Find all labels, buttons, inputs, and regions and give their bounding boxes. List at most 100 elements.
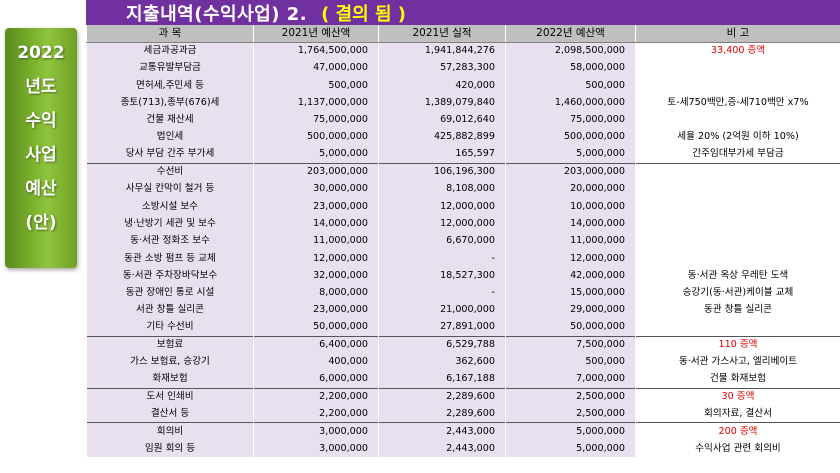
cell-item: 소방시설 보수 bbox=[86, 197, 254, 216]
cell-note: 회의자료, 결산서 bbox=[635, 405, 840, 423]
cell-budget-2021: 500,000,000 bbox=[253, 128, 379, 147]
cell-budget-2022: 5,000,000 bbox=[505, 146, 636, 164]
table-row: 세금과공과금 1,764,500,000 1,941,844,276 2,098,50… bbox=[86, 42, 840, 60]
table-row: 회의비 3,000,000 2,443,000 5,000,000 200 증액 bbox=[86, 422, 840, 441]
cell-item: 보험료 bbox=[86, 335, 254, 354]
side-label-line: (안) bbox=[25, 213, 57, 233]
cell-note: 동관 창틀 실리콘 bbox=[635, 301, 840, 320]
table-row: 동관 소방 펌프 등 교체 12,000,000-12,000,000 bbox=[86, 249, 840, 268]
cell-item: 종토(713),종부(676)세 bbox=[86, 94, 254, 112]
cell-budget-2021: 3,000,000 bbox=[253, 440, 379, 458]
cell-note bbox=[635, 249, 840, 268]
cell-budget-2022: 50,000,000 bbox=[505, 319, 636, 337]
cell-item: 수선비 bbox=[86, 162, 254, 181]
cell-budget-2022: 10,000,000 bbox=[505, 197, 636, 216]
cell-note bbox=[635, 197, 840, 216]
cell-budget-2022: 58,000,000 bbox=[505, 59, 636, 77]
table-row: 종토(713),종부(676)세 1,137,000,000 1,389,079,8… bbox=[86, 94, 840, 112]
table-row: 냉·난방기 세관 및 보수 14,000,000 12,000,000 14,000,… bbox=[86, 215, 840, 233]
table-row: 가스 보험료, 승강기 400,000 362,600 500,000 동·서관 가스사… bbox=[86, 353, 840, 371]
side-label-line: 사업 bbox=[25, 145, 57, 165]
table-row: 소방시설 보수 23,000,000 12,000,000 10,000,000 bbox=[86, 197, 840, 216]
cell-note: 동·서관 옥상 우레탄 도색 bbox=[635, 267, 840, 285]
cell-note: 30 증액 bbox=[635, 387, 840, 406]
cell-actual-2021: 12,000,000 bbox=[378, 197, 506, 216]
cell-item: 동·서관 정화조 보수 bbox=[86, 232, 254, 250]
cell-item: 사무실 칸막이 철거 등 bbox=[86, 180, 254, 198]
cell-budget-2022: 500,000 bbox=[505, 76, 636, 95]
cell-actual-2021: 1,389,079,840 bbox=[378, 94, 506, 112]
cell-note: 33,400 증액 bbox=[635, 42, 840, 60]
cell-item: 가스 보험료, 승강기 bbox=[86, 353, 254, 371]
cell-actual-2021: 2,289,600 bbox=[378, 405, 506, 423]
page-title: 지출내역(수익사업) 2. bbox=[126, 3, 308, 25]
cell-item: 건물 재산세 bbox=[86, 111, 254, 129]
header-budget-2021: 2021년 예산액 bbox=[253, 25, 379, 43]
cell-actual-2021: 6,529,788 bbox=[378, 335, 506, 354]
cell-budget-2021: 6,400,000 bbox=[253, 335, 379, 354]
table-row: 법인세 500,000,000 425,882,899 500,000,000 세율 2… bbox=[86, 128, 840, 147]
cell-actual-2021: 6,167,188 bbox=[378, 370, 506, 389]
cell-note bbox=[635, 76, 840, 95]
table-row: 당사 부담 간주 부가세 5,000,000 165,597 5,000,000 간주임… bbox=[86, 146, 840, 164]
table-row: 수선비 203,000,000 106,196,300 203,000,000 bbox=[86, 162, 840, 181]
cell-note bbox=[635, 59, 840, 77]
cell-budget-2021: 23,000,000 bbox=[253, 301, 379, 320]
header-actual-2021: 2021년 실적 bbox=[378, 25, 506, 43]
cell-actual-2021: 425,882,899 bbox=[378, 128, 506, 147]
cell-budget-2021: 11,000,000 bbox=[253, 232, 379, 250]
cell-actual-2021: 165,597 bbox=[378, 146, 506, 164]
table-row: 화재보험 6,000,000 6,167,188 7,000,000 건물 화재보험 bbox=[86, 370, 840, 389]
cell-item: 교통유발부담금 bbox=[86, 59, 254, 77]
cell-budget-2021: 12,000,000 bbox=[253, 249, 379, 268]
cell-budget-2022: 11,000,000 bbox=[505, 232, 636, 250]
cell-item: 동관 장애인 통로 시설 bbox=[86, 284, 254, 302]
cell-actual-2021: 362,600 bbox=[378, 353, 506, 371]
side-label-line: 수익 bbox=[25, 111, 57, 131]
table-row: 사무실 칸막이 철거 등 30,000,000 8,108,000 20,000,00… bbox=[86, 180, 840, 198]
cell-actual-2021: 21,000,000 bbox=[378, 301, 506, 320]
table-header-row: 과 목 2021년 예산액 2021년 실적 2022년 예산액 비 고 bbox=[86, 25, 840, 43]
header-budget-2022: 2022년 예산액 bbox=[505, 25, 636, 43]
cell-actual-2021: 6,670,000 bbox=[378, 232, 506, 250]
cell-budget-2022: 2,500,000 bbox=[505, 387, 636, 406]
cell-budget-2022: 2,098,500,000 bbox=[505, 42, 636, 60]
cell-actual-2021: 12,000,000 bbox=[378, 215, 506, 233]
table-row: 도서 인쇄비 2,200,000 2,289,600 2,500,000 30 증액 bbox=[86, 387, 840, 406]
cell-item: 동관 소방 펌프 등 교체 bbox=[86, 249, 254, 268]
table-row: 동·서관 정화조 보수 11,000,000 6,670,000 11,000,000 bbox=[86, 232, 840, 250]
table-body: 세금과공과금 1,764,500,000 1,941,844,276 2,098,50… bbox=[86, 42, 840, 458]
cell-note bbox=[635, 180, 840, 198]
cell-note: 간주임대부가세 부담금 bbox=[635, 146, 840, 164]
cell-actual-2021: - bbox=[378, 284, 506, 302]
cell-budget-2021: 14,000,000 bbox=[253, 215, 379, 233]
expense-table-wrap: 과 목 2021년 예산액 2021년 실적 2022년 예산액 비 고 세금과… bbox=[86, 25, 840, 458]
cell-actual-2021: 2,289,600 bbox=[378, 387, 506, 406]
cell-budget-2021: 8,000,000 bbox=[253, 284, 379, 302]
cell-actual-2021: 57,283,300 bbox=[378, 59, 506, 77]
table-row: 건물 재산세 75,000,000 69,012,640 75,000,000 bbox=[86, 111, 840, 129]
cell-budget-2021: 500,000 bbox=[253, 76, 379, 95]
cell-note: 토-세750백만,증-세710백만 x7% bbox=[635, 94, 840, 112]
side-label-line: 예산 bbox=[25, 179, 57, 199]
cell-budget-2021: 3,000,000 bbox=[253, 422, 379, 441]
cell-note bbox=[635, 162, 840, 181]
cell-budget-2021: 400,000 bbox=[253, 353, 379, 371]
cell-budget-2021: 75,000,000 bbox=[253, 111, 379, 129]
cell-item: 동·서관 주차장바닥보수 bbox=[86, 267, 254, 285]
cell-actual-2021: 2,443,000 bbox=[378, 440, 506, 458]
cell-budget-2021: 47,000,000 bbox=[253, 59, 379, 77]
cell-note: 세율 20% (2억원 이하 10%) bbox=[635, 128, 840, 147]
table-row: 동관 장애인 통로 시설 8,000,000-15,000,000 승강기(동·서관… bbox=[86, 284, 840, 302]
title-bar: 지출내역(수익사업) 2. ( 결의 됨 ) bbox=[86, 0, 840, 25]
cell-budget-2021: 32,000,000 bbox=[253, 267, 379, 285]
side-label-panel: 2022 년도 수익 사업 예산 (안) bbox=[5, 28, 77, 268]
cell-item: 기타 수선비 bbox=[86, 319, 254, 337]
cell-budget-2022: 20,000,000 bbox=[505, 180, 636, 198]
cell-actual-2021: 69,012,640 bbox=[378, 111, 506, 129]
cell-budget-2021: 2,200,000 bbox=[253, 387, 379, 406]
table-row: 보험료 6,400,000 6,529,788 7,500,000 110 증액 bbox=[86, 335, 840, 354]
cell-note: 승강기(동·서관)케이블 교체 bbox=[635, 284, 840, 302]
cell-item: 서관 창틀 실리콘 bbox=[86, 301, 254, 320]
cell-actual-2021: 420,000 bbox=[378, 76, 506, 95]
